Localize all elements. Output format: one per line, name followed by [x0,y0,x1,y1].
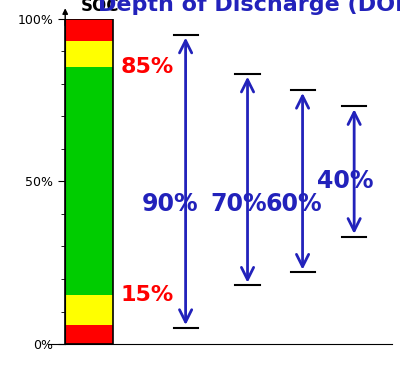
Text: SOC: SOC [80,0,119,15]
Text: Depth of Discharge (DOD): Depth of Discharge (DOD) [98,0,400,15]
Text: 70%: 70% [211,192,267,216]
Bar [65,324,113,344]
Text: 40%: 40% [317,169,374,193]
Bar [65,67,113,295]
Bar [65,41,113,67]
Text: 85%: 85% [120,57,174,77]
Bar [65,295,113,324]
Bar [65,18,113,41]
Bar [65,18,113,344]
Text: 60%: 60% [266,192,322,216]
Text: 15%: 15% [120,285,174,305]
Text: 90%: 90% [142,192,198,216]
